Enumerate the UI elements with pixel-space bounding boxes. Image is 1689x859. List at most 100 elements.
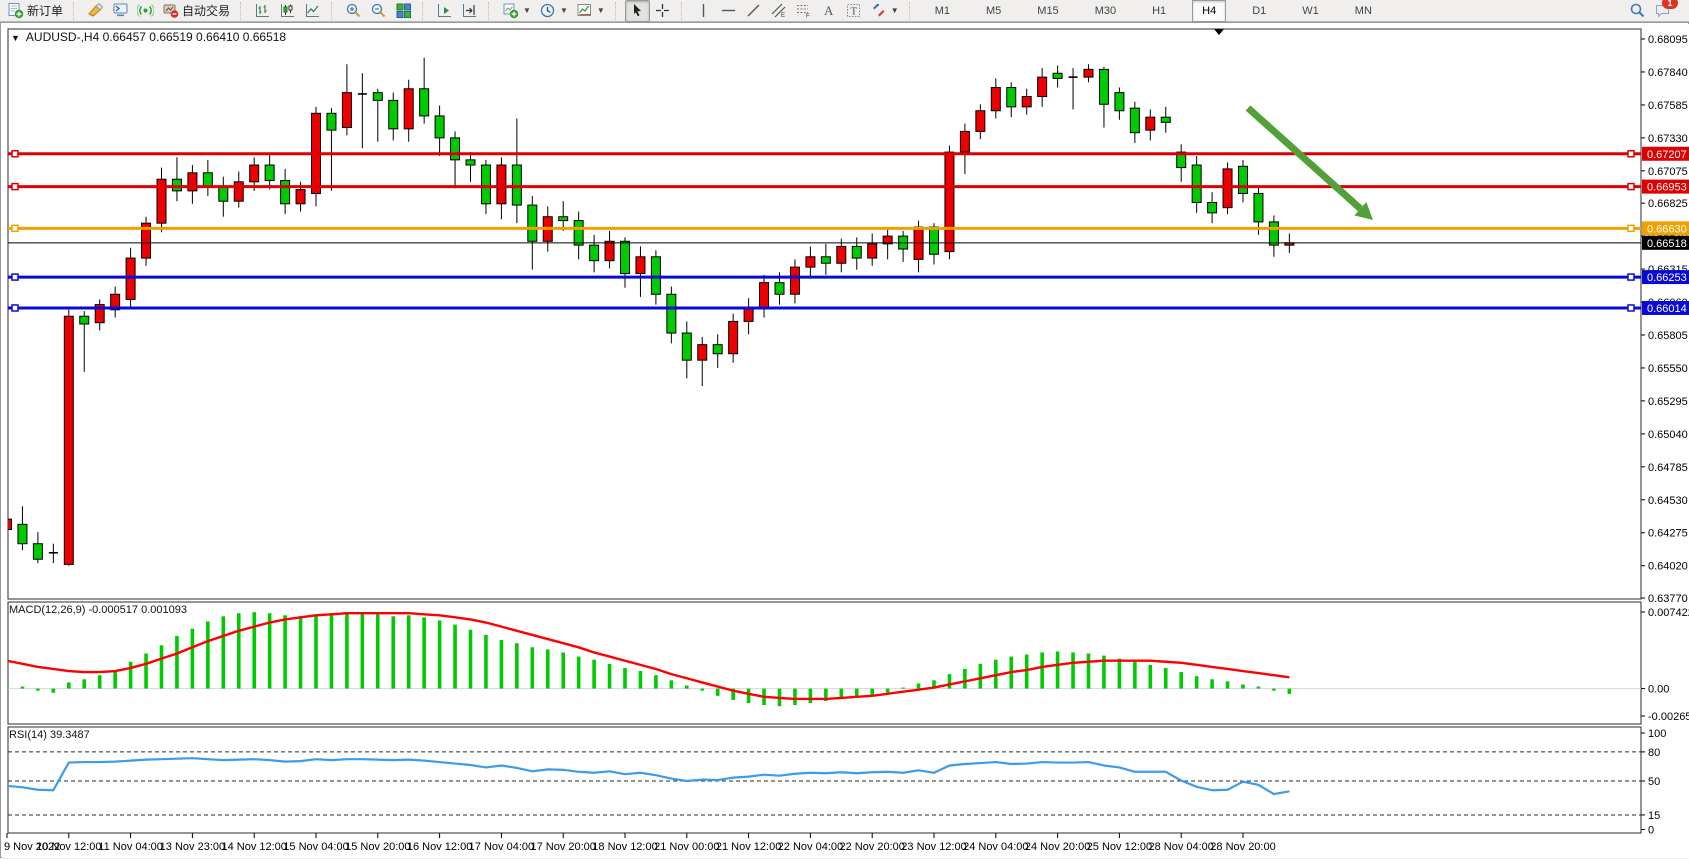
time-axis-label: 13 Nov 23:00 (160, 841, 225, 853)
macd-histogram-bar (453, 624, 457, 689)
candle-bearish (1052, 72, 1063, 79)
macd-histogram-bar (298, 616, 303, 689)
candle-bullish (63, 315, 74, 565)
macd-histogram-bar (715, 688, 720, 696)
line-chart-icon (306, 4, 320, 17)
candle-bearish (620, 240, 630, 275)
terminal-button[interactable] (108, 0, 133, 22)
candle-bullish (1083, 68, 1094, 78)
macd-histogram-bar (963, 668, 967, 689)
new-order-button[interactable]: 新订单 (3, 0, 67, 22)
chart-profiles-icon (577, 4, 591, 16)
periods-clock-button[interactable]: ▼ (535, 0, 572, 22)
tf-button-M15[interactable]: M15 (1037, 4, 1059, 17)
chart-profiles-button[interactable]: ▼ (572, 0, 609, 22)
tf-button-M5[interactable]: M5 (986, 4, 1002, 17)
tf-button-D1[interactable]: D1 (1252, 4, 1267, 17)
zoom-out-button[interactable] (366, 0, 391, 22)
tf-button-H4[interactable]: H4 (1192, 0, 1227, 22)
candlestick-chart-icon (281, 4, 295, 17)
candle-bullish (110, 293, 121, 311)
candlestick-chart-button[interactable] (275, 0, 300, 22)
fibonacci-tool-button[interactable]: F (791, 0, 816, 22)
new-chart-button[interactable]: ▼ (498, 0, 535, 22)
macd-histogram-bar (67, 682, 71, 689)
cursor-tool-button[interactable] (624, 0, 650, 22)
arrows-shapes-icon (872, 4, 885, 17)
candle-bearish (573, 220, 584, 246)
candle-bullish (759, 282, 770, 309)
toolbar-separator (240, 1, 246, 20)
equidistant-channel-tool-button[interactable]: E (766, 0, 791, 22)
candle-bullish (635, 256, 646, 275)
hline-handle[interactable] (11, 273, 19, 281)
crosshair-tool-button[interactable] (650, 0, 675, 22)
chart-shift-marker-icon[interactable] (1214, 29, 1224, 35)
macd-histogram-bar (685, 685, 689, 689)
candle-bearish (1207, 202, 1218, 214)
tf-button-M1[interactable]: M1 (934, 4, 950, 17)
macd-histogram-bar (515, 643, 519, 689)
candle-bullish (743, 307, 754, 322)
macd-histogram-bar (545, 649, 550, 689)
macd-histogram-bar (576, 656, 581, 689)
indicator-wand-button[interactable] (83, 0, 108, 22)
candle-bullish (156, 178, 167, 224)
hline-handle[interactable] (1627, 304, 1635, 312)
macd-histogram-bar (406, 615, 411, 689)
hline-handle[interactable] (1627, 182, 1635, 191)
annotation-arrow-head[interactable] (1354, 201, 1373, 220)
auto-trading-button[interactable]: 自动交易 (158, 0, 234, 22)
chart-canvas[interactable]: 0.68095 0.67840 0.67585 0.67330 0.67075 0.668… (1, 23, 1689, 859)
chart-collapse-icon[interactable]: ▼ (11, 33, 20, 43)
tile-windows-button[interactable] (391, 0, 416, 22)
zoom-out-icon (371, 3, 386, 18)
candle-bearish (32, 543, 43, 560)
candle-bearish (589, 244, 600, 262)
macd-histogram-bar (870, 688, 874, 696)
notifications-button[interactable]: 1 (1650, 0, 1678, 22)
auto-scroll-button[interactable] (432, 0, 457, 22)
signal-button[interactable] (133, 0, 158, 22)
tf-button-MN[interactable]: MN (1354, 4, 1372, 17)
hline-handle[interactable] (1627, 150, 1635, 158)
bar-chart-button[interactable] (250, 0, 275, 22)
macd-histogram-bar (854, 688, 859, 698)
rsi-axis-tick: 100 (1648, 728, 1666, 740)
candle-bearish (419, 88, 430, 117)
trend-line-tool-button[interactable] (741, 0, 766, 22)
macd-histogram-bar (82, 679, 87, 689)
arrows-shapes-button[interactable]: ▼ (866, 0, 903, 22)
text-tool-button[interactable]: A (816, 0, 841, 22)
price-axis-tick: 0.67330 (1648, 133, 1688, 145)
tf-button-H1[interactable]: H1 (1152, 4, 1167, 17)
search-button[interactable] (1625, 0, 1650, 22)
hline-handle[interactable] (11, 182, 19, 191)
annotation-arrow[interactable] (1245, 105, 1363, 212)
zoom-in-button[interactable] (341, 0, 366, 22)
candle-bullish (805, 256, 816, 268)
hline-handle[interactable] (1627, 273, 1635, 281)
macd-histogram-bar (422, 617, 426, 689)
horizontal-line-tool-button[interactable] (716, 0, 741, 22)
hline-handle[interactable] (11, 304, 19, 312)
line-chart-button[interactable] (300, 0, 325, 22)
hline-price-label-text: 0.66953 (1647, 182, 1687, 194)
macd-histogram-bar (669, 680, 674, 689)
hline-handle[interactable] (11, 224, 19, 233)
hline-handle[interactable] (11, 150, 19, 158)
macd-histogram-bar (700, 688, 705, 691)
hline-handle[interactable] (1627, 224, 1635, 233)
tf-button-W1[interactable]: W1 (1302, 4, 1319, 17)
hline-price-label (1642, 221, 1689, 236)
candle-bearish (650, 256, 661, 295)
macd-histogram-bar (8, 684, 9, 689)
vertical-line-tool-button[interactable] (691, 0, 716, 22)
chart-shift-button[interactable] (457, 0, 482, 22)
toolbar-separator (488, 1, 494, 20)
tf-button-M30[interactable]: M30 (1094, 4, 1117, 17)
clock-icon (540, 3, 555, 18)
text-label-tool-button[interactable]: T (841, 0, 866, 22)
candle-bullish (1222, 168, 1233, 209)
